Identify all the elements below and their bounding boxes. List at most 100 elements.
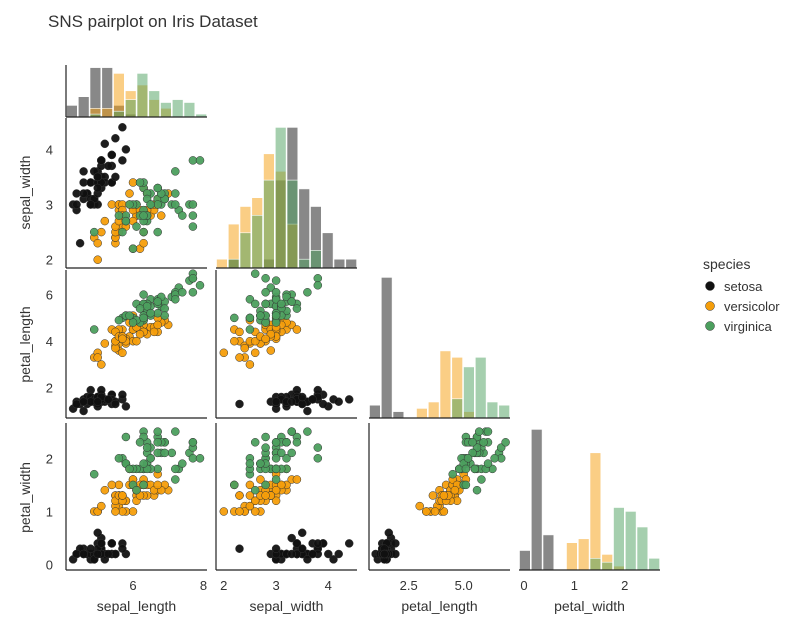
y-tick-label: 1 [46,505,53,520]
scatter-point-versicolor [107,480,117,490]
scatter-point-virginica [160,448,169,458]
legend-marker-virginica [705,321,715,331]
scatter-point-versicolor [292,325,302,334]
scatter-point-setosa [104,549,113,559]
scatter-point-virginica [125,464,134,474]
scatter-point-virginica [474,427,484,436]
scatter-point-setosa [287,549,296,559]
legend-label-virginica: virginica [724,319,772,334]
scatter-point-virginica [171,200,180,209]
hist-bar-sepal_length-virginica [160,102,172,118]
scatter-point-setosa [297,528,307,538]
scatter-point-virginica [153,200,162,209]
y-tick-label: 2 [46,381,53,396]
scatter-point-virginica [261,299,270,309]
scatter-point-virginica [89,469,99,479]
scatter-point-versicolor [422,507,431,516]
scatter-point-virginica [188,274,198,283]
hist-bar-sepal_width-virginica [298,258,310,269]
scatter-point-setosa [118,123,127,132]
scatter-point-setosa [235,544,244,553]
scatter-point-setosa [118,156,127,165]
scatter-point-setosa [107,150,117,160]
scatter-point-versicolor [250,507,260,516]
y-tick-label: 4 [46,334,53,349]
scatter-point-versicolor [139,238,148,248]
hist-bar-sepal_length-setosa [78,96,90,118]
scatter-point-virginica [135,178,145,187]
scatter-point-virginica [146,454,155,463]
hist-bar-petal_width-setosa [519,550,531,571]
scatter-point-virginica [139,313,148,323]
scatter-point-setosa [97,539,106,548]
scatter-point-virginica [188,156,198,165]
scatter-point-versicolor [256,475,265,484]
x-tick-label: 4 [325,578,332,593]
scatter-point-setosa [121,145,131,154]
scatter-point-virginica [250,269,260,278]
scatter-point-versicolor [266,346,276,355]
scatter-point-virginica [114,315,124,325]
scatter-point-virginica [271,276,281,285]
scatter-point-setosa [86,200,95,209]
scatter-point-virginica [483,427,493,436]
scatter-point-setosa [344,395,354,404]
x-axis-label: sepal_width [250,598,324,614]
scatter-point-setosa [324,549,333,559]
scatter-point-setosa [111,134,120,143]
scatter-point-versicolor [107,200,117,209]
scatter-point-versicolor [93,255,102,264]
hist-bar-petal_length-versicolor [439,350,452,419]
scatter-point-setosa [86,544,95,553]
scatter-point-versicolor [114,480,124,490]
scatter-point-virginica [271,454,281,463]
scatter-point-virginica [139,227,148,237]
hist-bar-petal_width-virginica [648,557,660,571]
scatter-point-setosa [308,395,317,404]
scatter-point-versicolor [245,480,255,490]
scatter-point-versicolor [128,507,138,516]
scatter-point-virginica [142,443,152,452]
y-tick-label: 2 [46,253,53,268]
scatter-point-virginica [477,475,486,484]
scatter-point-virginica [153,308,162,318]
scatter-point-versicolor [415,501,424,511]
scatter-point-setosa [287,397,296,406]
scatter-point-virginica [188,438,198,447]
scatter-point-virginica [195,281,205,290]
x-tick-label: 0 [520,578,527,593]
scatter-point-versicolor [118,334,127,344]
scatter-point-versicolor [93,238,102,248]
scatter-point-virginica [463,454,473,463]
y-tick-label: 4 [46,142,53,157]
scatter-point-virginica [277,448,286,458]
scatter-point-virginica [195,156,205,165]
hist-bar-petal_length-virginica [498,404,510,419]
hist-bar-sepal_width-virginica [228,258,240,269]
x-tick-label: 3 [272,578,279,593]
hist-bar-petal_length-versicolor [427,401,440,419]
hist-bar-petal_length-setosa [380,277,393,419]
scatter-point-versicolor [219,348,229,358]
scatter-point-virginica [178,211,187,220]
scatter-point-versicolor [235,507,244,516]
hist-bar-petal_width-setosa [530,429,543,571]
scatter-point-versicolor [100,216,110,226]
hist-bar-petal_length-setosa [369,404,381,419]
y-axis-label: petal_width [17,462,33,533]
scatter-point-virginica [139,480,148,490]
scatter-point-virginica [146,308,155,318]
x-tick-label: 2.5 [400,578,418,593]
scatter-point-versicolor [245,501,255,511]
scatter-point-virginica [250,438,260,447]
scatter-point-setosa [334,397,343,406]
hist-bar-sepal_length-virginica [125,99,137,118]
hist-bar-petal_width-virginica [613,507,625,571]
scatter-point-versicolor [250,348,260,358]
hist-bar-petal_length-setosa [392,411,405,419]
scatter-point-setosa [107,539,117,548]
scatter-point-setosa [93,183,102,193]
scatter-point-virginica [292,438,302,447]
scatter-point-versicolor [153,480,162,490]
scatter-point-virginica [171,427,180,436]
